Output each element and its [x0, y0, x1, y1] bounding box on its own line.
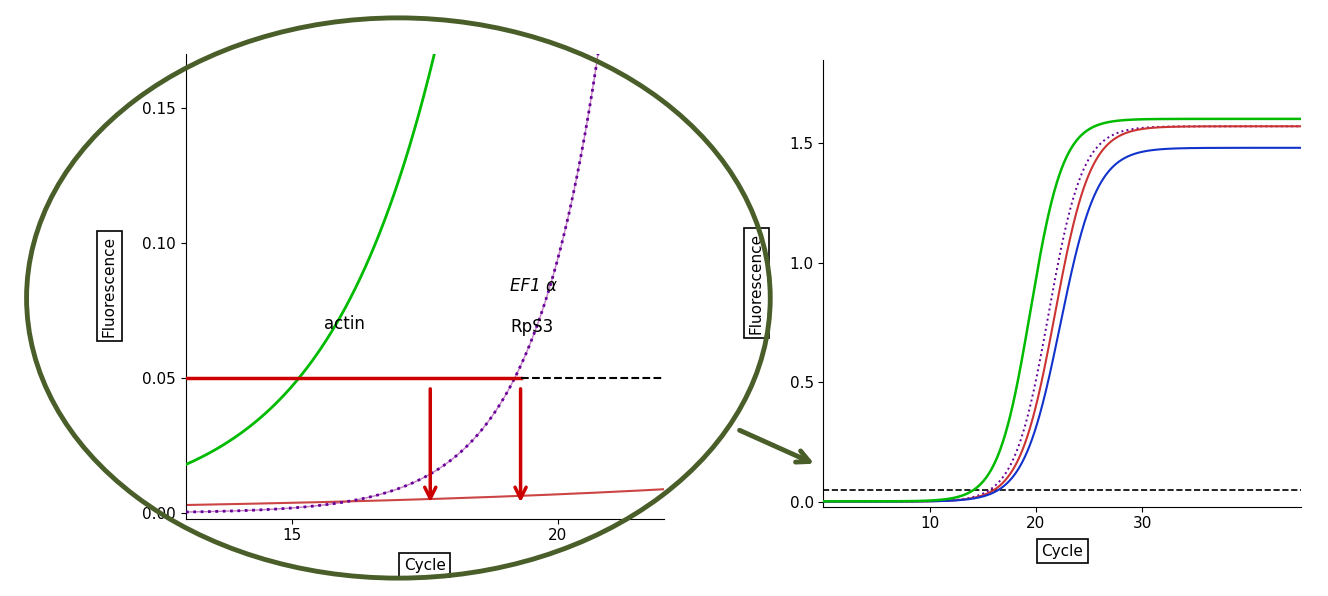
Text: EF1 α: EF1 α — [510, 278, 556, 296]
Text: actin: actin — [324, 315, 365, 333]
Text: Fluorescence: Fluorescence — [102, 235, 117, 337]
Text: RpS3: RpS3 — [510, 318, 554, 336]
Text: Cycle: Cycle — [404, 557, 446, 573]
Text: Fluorescence: Fluorescence — [749, 232, 764, 334]
Text: Cycle: Cycle — [1041, 544, 1084, 559]
